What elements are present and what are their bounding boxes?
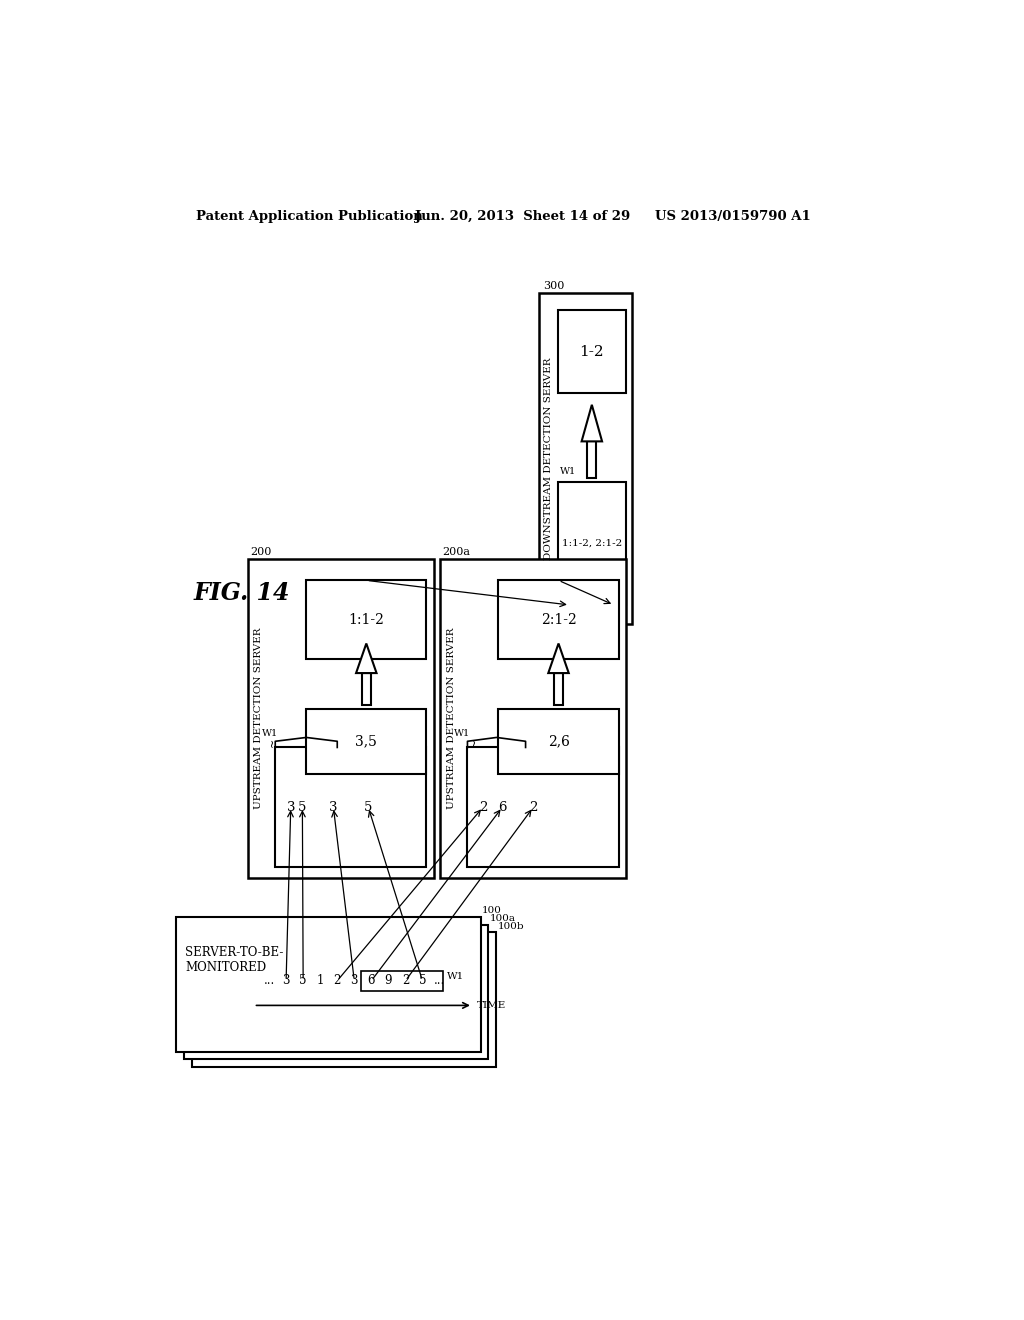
Text: ...: ... [263, 974, 274, 987]
Polygon shape [356, 644, 377, 673]
Text: 2: 2 [334, 974, 341, 987]
Text: UPSTREAM DETECTION SERVER: UPSTREAM DETECTION SERVER [446, 628, 456, 809]
Bar [361, 673, 371, 705]
Bar [360, 970, 443, 991]
Text: W1: W1 [446, 973, 464, 981]
Text: ~: ~ [268, 738, 278, 747]
Polygon shape [582, 405, 602, 441]
Text: 2: 2 [401, 974, 410, 987]
Text: 3: 3 [350, 974, 358, 987]
Bar [467, 747, 618, 867]
Text: 3: 3 [283, 974, 290, 987]
Text: UPSTREAM DETECTION SERVER: UPSTREAM DETECTION SERVER [255, 628, 263, 809]
Text: 1-2: 1-2 [580, 345, 604, 359]
Text: W1: W1 [455, 729, 470, 738]
Text: 100: 100 [482, 907, 502, 915]
Text: W1: W1 [262, 729, 279, 738]
Text: 5: 5 [299, 974, 307, 987]
Polygon shape [548, 644, 568, 673]
Text: 100a: 100a [489, 913, 516, 923]
Text: 6: 6 [498, 801, 507, 813]
Text: 3,5: 3,5 [355, 735, 377, 748]
Bar [306, 581, 426, 659]
Text: 300: 300 [543, 281, 564, 290]
Text: SERVER-TO-BE-
MONITORED: SERVER-TO-BE- MONITORED [185, 946, 284, 974]
Bar [191, 932, 496, 1067]
Bar [499, 581, 618, 659]
Text: FIG. 14: FIG. 14 [194, 581, 291, 606]
Bar [499, 709, 618, 775]
Bar [558, 310, 626, 393]
Text: 2: 2 [479, 801, 487, 813]
Bar [183, 924, 488, 1059]
Text: US 2013/0159790 A1: US 2013/0159790 A1 [655, 210, 811, 223]
Text: Jun. 20, 2013  Sheet 14 of 29: Jun. 20, 2013 Sheet 14 of 29 [415, 210, 630, 223]
Bar [440, 558, 627, 878]
Bar [275, 747, 426, 867]
Text: 2: 2 [529, 801, 538, 813]
Bar [539, 293, 632, 624]
Bar [176, 917, 480, 1052]
Text: 6: 6 [368, 974, 375, 987]
Text: 100b: 100b [498, 921, 524, 931]
Text: W1: W1 [560, 467, 577, 475]
Text: 200: 200 [251, 548, 271, 557]
Text: 5: 5 [365, 801, 373, 813]
Text: TIME: TIME [477, 1001, 506, 1010]
Text: ~: ~ [470, 738, 480, 747]
Bar [306, 709, 426, 775]
Text: 5: 5 [298, 801, 306, 813]
Text: ...: ... [434, 974, 445, 987]
Text: 5: 5 [419, 974, 426, 987]
Text: 2:1-2: 2:1-2 [541, 612, 577, 627]
Text: 1:1-2, 2:1-2: 1:1-2, 2:1-2 [562, 539, 622, 548]
Text: Patent Application Publication: Patent Application Publication [197, 210, 423, 223]
Bar [248, 558, 434, 878]
Text: DOWNSTREAM DETECTION SERVER: DOWNSTREAM DETECTION SERVER [545, 358, 553, 560]
Text: 1: 1 [316, 974, 324, 987]
Text: 1:1-2: 1:1-2 [348, 612, 384, 627]
Text: 3: 3 [287, 801, 295, 813]
Bar [587, 441, 597, 478]
Bar [558, 482, 626, 605]
Text: 200a: 200a [442, 548, 471, 557]
Bar [554, 673, 563, 705]
Text: 2,6: 2,6 [548, 735, 569, 748]
Text: 3: 3 [329, 801, 338, 813]
Text: 9: 9 [385, 974, 392, 987]
